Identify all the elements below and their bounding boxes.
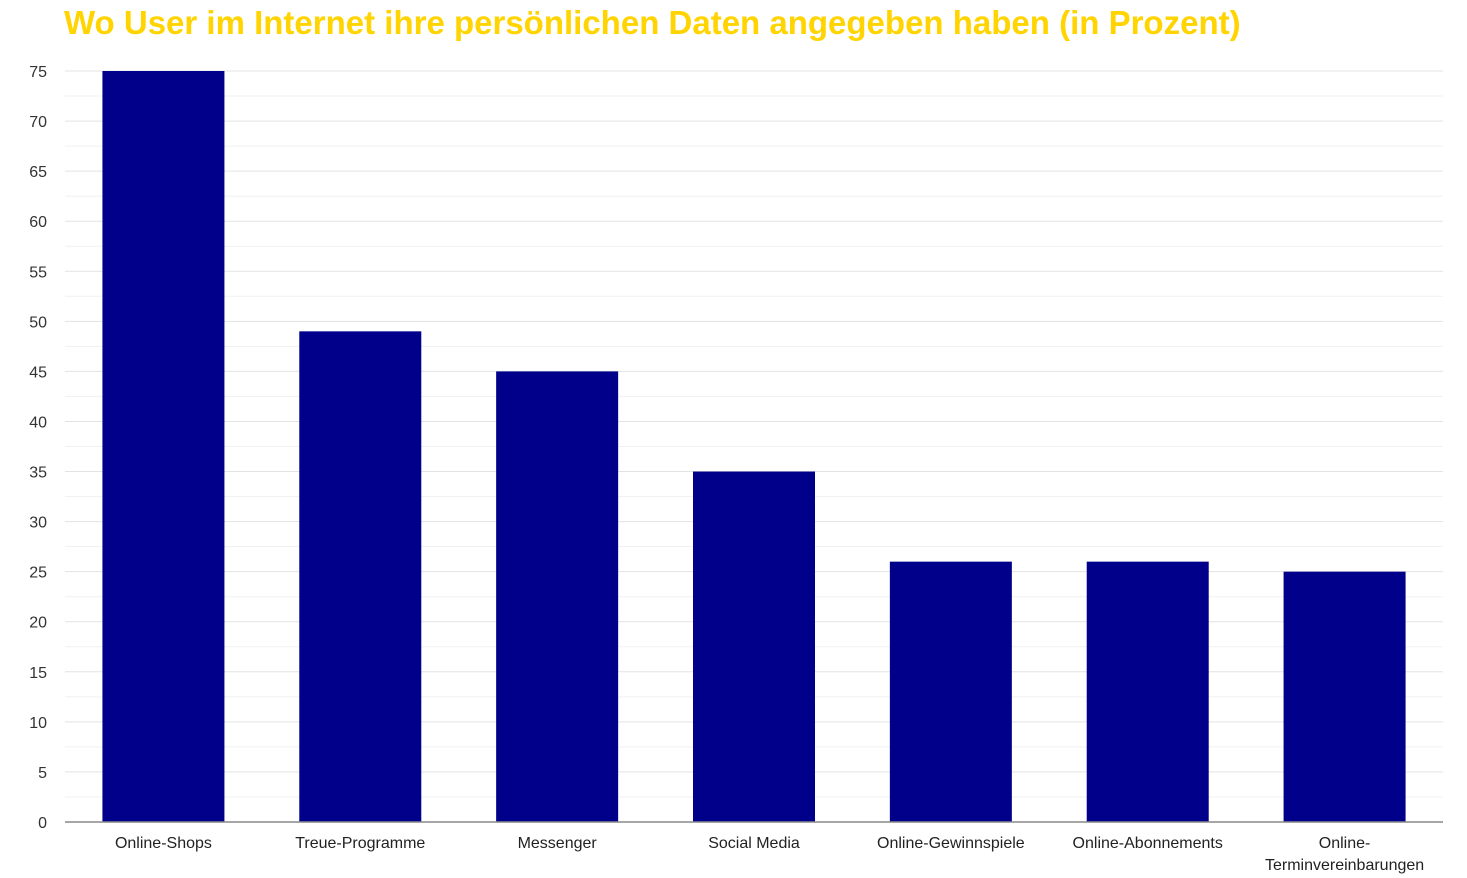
- y-tick-label: 55: [29, 264, 47, 281]
- y-tick-label: 45: [29, 364, 47, 381]
- x-tick-label: Online-Gewinnspiele: [877, 835, 1025, 852]
- bar: [299, 331, 422, 822]
- y-tick-label: 25: [29, 565, 47, 582]
- y-tick-label: 70: [29, 114, 47, 131]
- y-tick-label: 0: [38, 815, 47, 832]
- bar: [1283, 571, 1406, 822]
- x-tick-label: Treue-Programme: [295, 835, 425, 852]
- x-tick-label: Messenger: [518, 835, 598, 852]
- y-tick-label: 40: [29, 414, 47, 431]
- y-tick-label: 65: [29, 164, 47, 181]
- x-tick-label: Online-Shops: [115, 835, 212, 852]
- y-tick-label: 10: [29, 715, 47, 732]
- bar: [889, 561, 1012, 822]
- chart-title: Wo User im Internet ihre persönlichen Da…: [64, 4, 1241, 41]
- y-tick-label: 50: [29, 314, 47, 331]
- bar: [693, 471, 815, 822]
- x-tick-label: Social Media: [708, 835, 800, 852]
- y-tick-label: 5: [38, 765, 47, 782]
- x-tick-label: Online-Abonnements: [1073, 835, 1223, 852]
- y-tick-label: 15: [29, 665, 47, 682]
- bar: [496, 371, 619, 822]
- y-tick-label: 20: [29, 615, 47, 632]
- y-tick-label: 30: [29, 515, 47, 532]
- y-tick-label: 35: [29, 465, 47, 482]
- x-tick-label: Online-Terminvereinbarungen: [1265, 835, 1424, 874]
- y-tick-label: 60: [29, 214, 47, 231]
- bar: [102, 71, 225, 822]
- bar: [1086, 561, 1209, 822]
- y-tick-label: 75: [29, 64, 47, 81]
